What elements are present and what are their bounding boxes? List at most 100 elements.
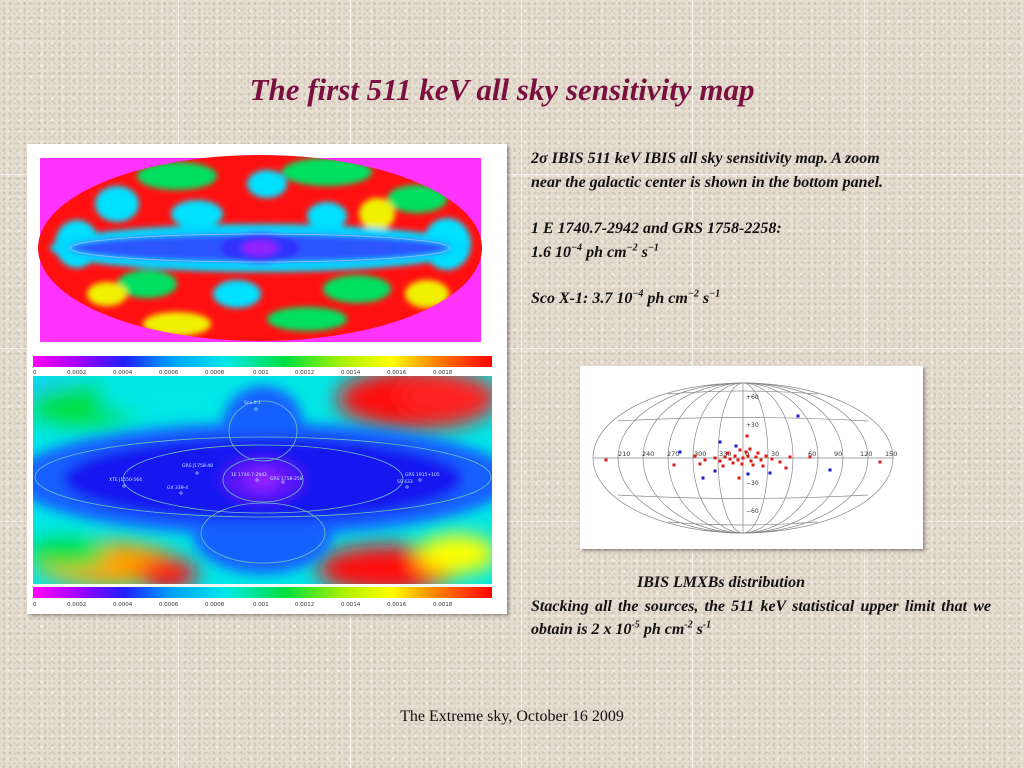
lmxb-point-blue bbox=[734, 444, 738, 448]
sco-flux-value: Sco X-1: 3.7 10 bbox=[531, 290, 633, 307]
allsky-map bbox=[38, 155, 482, 341]
colorbar-top bbox=[33, 356, 492, 367]
lat-label: +30 bbox=[746, 422, 759, 429]
zoom-label: XTE J1550-564 bbox=[109, 477, 142, 483]
zoom-source-labels: Sco X-1 GRS J1758-48 1E 1740.7-2942 GRS … bbox=[109, 400, 440, 491]
zoom-label: 1E 1740.7-2942 bbox=[231, 472, 267, 478]
lmxb-unit: ph cm bbox=[639, 621, 685, 638]
lat-label: −30 bbox=[746, 480, 759, 487]
background-grid-line bbox=[521, 0, 522, 768]
lon-label: 240 bbox=[642, 450, 654, 458]
lon-label: 0 bbox=[745, 450, 749, 458]
caption-text: near the galactic center is shown in the… bbox=[531, 173, 884, 191]
lmxb-point-red bbox=[788, 455, 792, 459]
lmxb-point-red bbox=[754, 455, 758, 459]
flux-exponent: −4 bbox=[571, 242, 583, 254]
colorbar-tick: 0.0006 bbox=[159, 602, 179, 608]
lmxb-point-red bbox=[713, 456, 717, 460]
colorbar-tick: 0.0012 bbox=[295, 602, 314, 608]
lmxb-point-red bbox=[761, 464, 765, 468]
lon-label: 120 bbox=[860, 450, 872, 458]
lmxb-point-red bbox=[726, 451, 730, 455]
caption-text: 2σ IBIS 511 keV IBIS all sky sensitivity… bbox=[531, 150, 880, 167]
colorbar-tick: 0.001 bbox=[253, 602, 269, 608]
lmxb-map-svg: 210 240 270 300 330 0 30 60 90 120 150 +… bbox=[592, 382, 897, 534]
lmxb-point-red bbox=[749, 459, 753, 463]
colorbar-tick: 0.0004 bbox=[113, 370, 133, 376]
caption-line: near the galactic center is shown in the… bbox=[531, 171, 991, 195]
lmxb-point-red bbox=[703, 458, 707, 462]
lmxb-point-red bbox=[718, 459, 722, 463]
lmxb-statement: Stacking all the sources, the 511 keV st… bbox=[531, 595, 991, 642]
lmxb-point-blue bbox=[768, 471, 772, 475]
lmxb-point-red bbox=[740, 462, 744, 466]
colorbar-tick: 0 bbox=[33, 370, 37, 376]
caption-line: Sco X-1: 3.7 10−4 ph cm−2 s−1 bbox=[531, 287, 991, 311]
lmxb-point-red bbox=[784, 466, 788, 470]
lon-label: 150 bbox=[885, 450, 897, 458]
colorbar-tick: 0.0014 bbox=[341, 370, 361, 376]
lmxb-point-red bbox=[759, 458, 763, 462]
lon-label: 90 bbox=[834, 450, 842, 458]
colorbar-tick: 0.001 bbox=[253, 370, 269, 376]
zoom-label: GRS J1758-48 bbox=[182, 463, 213, 469]
caption-line: 1.6 10−4 ph cm−2 s−1 bbox=[531, 241, 991, 265]
slide-footer: The Extreme sky, October 16 2009 bbox=[400, 708, 624, 725]
flux-unit: ph cm bbox=[582, 243, 627, 261]
lmxb-point-red bbox=[751, 463, 755, 467]
lmxb-statement-text: Stacking all the sources, the 511 keV st… bbox=[531, 597, 991, 639]
slide-title: The first 511 keV all sky sensitivity ma… bbox=[249, 72, 755, 107]
lmxb-point-red bbox=[721, 464, 725, 468]
lmxb-point-blue bbox=[828, 468, 832, 472]
lmxb-point-red bbox=[808, 455, 812, 459]
lmxb-point-red bbox=[672, 463, 676, 467]
zoom-label: Sco X-1 bbox=[244, 400, 261, 406]
lmxb-point-red bbox=[738, 448, 742, 452]
flux-exponent: −2 bbox=[626, 242, 638, 254]
caption-line: 1 E 1740.7-2942 and GRS 1758-2258: bbox=[531, 217, 991, 241]
lmxb-point-red bbox=[731, 461, 735, 465]
lat-label: −60 bbox=[746, 508, 759, 515]
sensitivity-map-svg: 0 0.0002 0.0004 0.0006 0.0008 0.001 0.00… bbox=[33, 155, 492, 608]
lmxb-point-red bbox=[693, 454, 697, 458]
lmxb-point-red bbox=[878, 460, 882, 464]
colorbar-bottom bbox=[33, 587, 492, 598]
lmxb-exponent: -1 bbox=[702, 619, 712, 631]
colorbar-tick: 0.0016 bbox=[387, 370, 407, 376]
flux-unit: ph cm bbox=[643, 290, 688, 307]
sensitivity-map-figure: 0 0.0002 0.0004 0.0006 0.0008 0.001 0.00… bbox=[27, 144, 507, 614]
lmxb-point-red bbox=[741, 456, 745, 460]
lmxb-point-red bbox=[733, 454, 737, 458]
lmxb-distribution-figure: 210 240 270 300 330 0 30 60 90 120 150 +… bbox=[580, 366, 923, 549]
lon-label: 60 bbox=[808, 450, 816, 458]
colorbar-tick: 0.0006 bbox=[159, 370, 179, 376]
lmxb-lon-labels: 210 240 270 300 330 0 30 60 90 120 150 bbox=[618, 450, 897, 458]
lmxb-points bbox=[604, 414, 882, 480]
colorbar-tick: 0.0018 bbox=[433, 370, 453, 376]
lmxb-point-blue bbox=[796, 414, 800, 418]
flux-exponent: −2 bbox=[687, 288, 699, 300]
flux-exponent: −1 bbox=[647, 242, 659, 254]
lmxb-lat-labels: +60 +30 −30 −60 bbox=[746, 394, 759, 515]
lon-label: 210 bbox=[618, 450, 630, 458]
lmxb-point-red bbox=[723, 455, 727, 459]
lmxb-point-red bbox=[746, 454, 750, 458]
lmxb-point-red bbox=[764, 454, 768, 458]
lmxb-point-red bbox=[728, 457, 732, 461]
colorbar-tick: 0.0002 bbox=[67, 602, 86, 608]
colorbar-bottom-ticks: 0 0.0002 0.0004 0.0006 0.0008 0.001 0.00… bbox=[33, 602, 453, 608]
lon-label: 270 bbox=[667, 450, 679, 458]
lmxb-point-red bbox=[756, 451, 760, 455]
background-grid-line bbox=[0, 174, 1024, 175]
colorbar-top-ticks: 0 0.0002 0.0004 0.0006 0.0008 0.001 0.00… bbox=[33, 370, 453, 376]
zoom-label: GRS 1758-258 bbox=[270, 476, 303, 482]
lmxb-point-blue bbox=[678, 450, 682, 454]
caption-line: 2σ IBIS 511 keV IBIS all sky sensitivity… bbox=[531, 147, 991, 171]
lmxb-point-red bbox=[604, 458, 608, 462]
zoom-source-markers bbox=[122, 407, 422, 495]
background-grid-line bbox=[0, 521, 1024, 522]
caption-sources: 1 E 1740.7-2942 and GRS 1758-2258: bbox=[531, 220, 782, 237]
lmxb-point-blue bbox=[713, 469, 717, 473]
lmxb-point-red bbox=[744, 450, 748, 454]
lmxb-unit: s bbox=[692, 621, 703, 638]
